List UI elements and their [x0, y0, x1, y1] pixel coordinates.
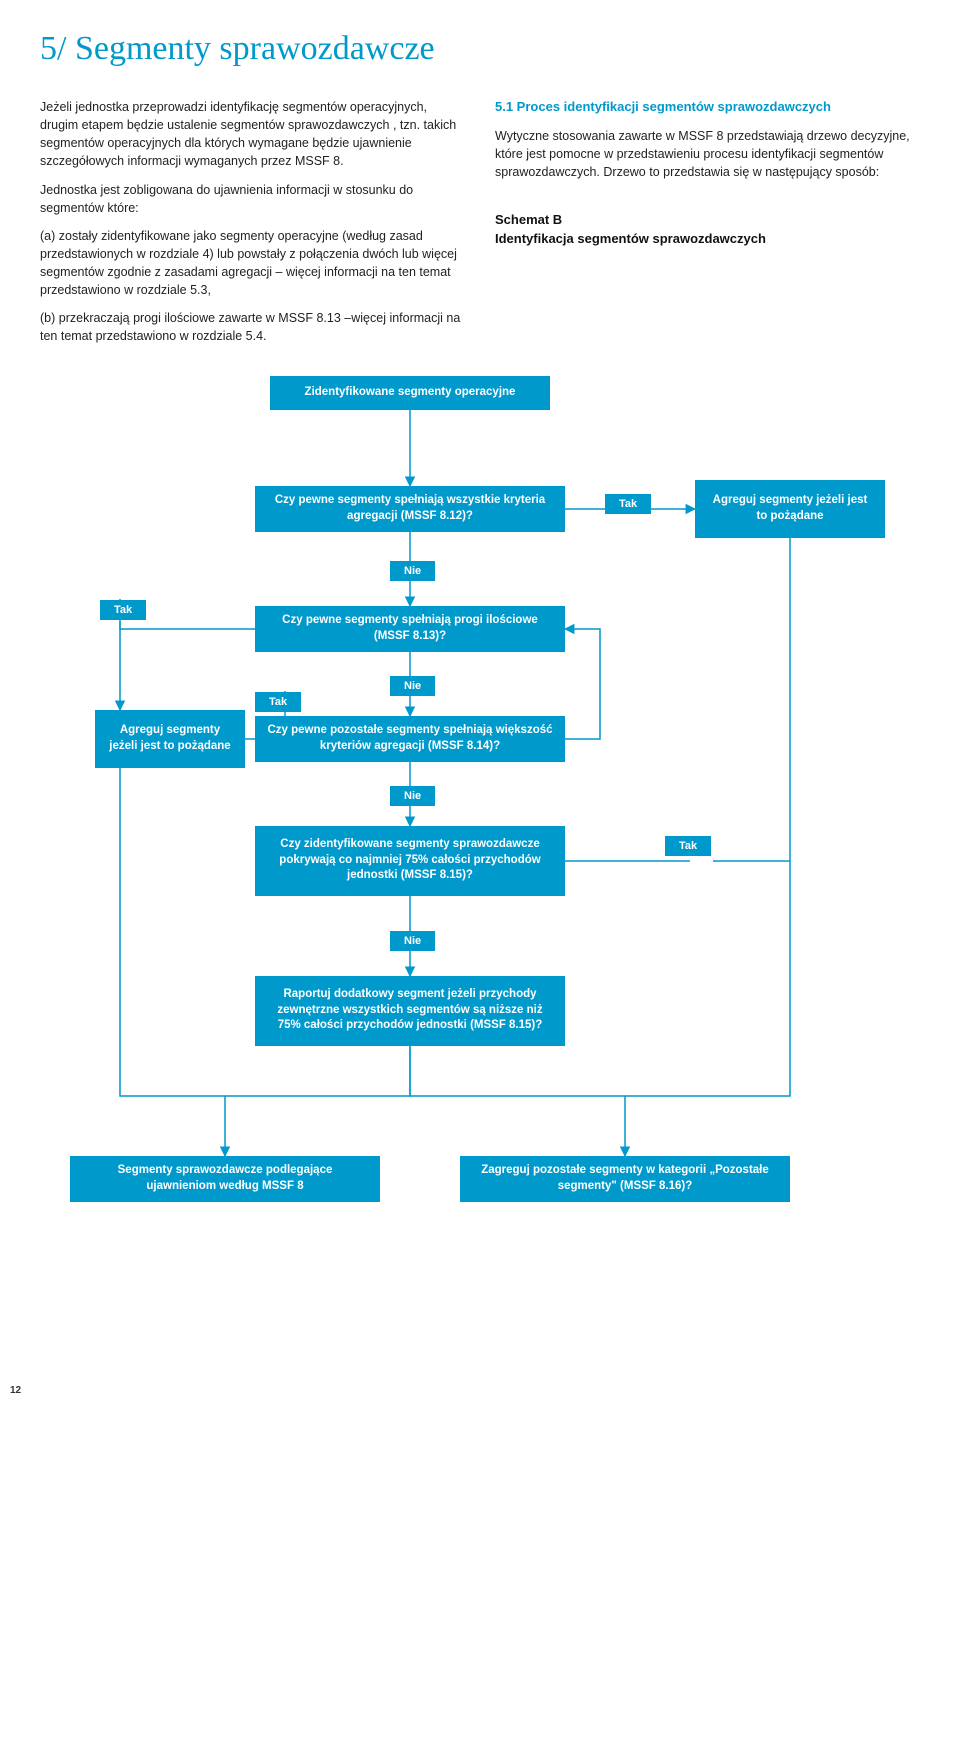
flow-label-l_nie4: Nie [390, 931, 435, 951]
flow-label-l_tak1: Tak [605, 494, 651, 514]
flow-node-n_out_r: Zagreguj pozostałe segmenty w kategorii … [460, 1156, 790, 1202]
flow-node-n_q2: Czy pewne segmenty spełniają progi ilośc… [255, 606, 565, 652]
schemat-title: Identyfikacja segmentów sprawozdawczych [495, 231, 766, 246]
flow-label-l_tak3: Tak [255, 692, 301, 712]
flow-node-n_agg_l: Agreguj segmenty jeżeli jest to pożądane [95, 710, 245, 768]
left-p2: Jednostka jest zobligowana do ujawnienia… [40, 181, 465, 217]
schemat-label: Schemat B Identyfikacja segmentów sprawo… [495, 211, 920, 249]
page-title: 5/ Segmenty sprawozdawcze [40, 30, 920, 68]
flow-node-n_out_l: Segmenty sprawozdawcze podlegające ujawn… [70, 1156, 380, 1202]
left-li-b: (b) przekraczają progi ilościowe zawarte… [40, 309, 465, 345]
flow-node-n_start: Zidentyfikowane segmenty operacyjne [270, 376, 550, 410]
flow-label-l_tak4: Tak [665, 836, 711, 856]
left-p1: Jeżeli jednostka przeprowadzi identyfika… [40, 98, 465, 171]
flow-label-l_nie2: Nie [390, 676, 435, 696]
flowchart: Zidentyfikowane segmenty operacyjne Czy p… [40, 376, 920, 1376]
flow-label-l_nie1: Nie [390, 561, 435, 581]
right-p1: Wytyczne stosowania zawarte w MSSF 8 prz… [495, 127, 920, 181]
flow-node-n_q1: Czy pewne segmenty spełniają wszystkie k… [255, 486, 565, 532]
flow-node-n_q4: Czy zidentyfikowane segmenty sprawozdawc… [255, 826, 565, 896]
subheading: 5.1 Proces identyfikacji segmentów spraw… [495, 98, 920, 117]
intro-columns: Jeżeli jednostka przeprowadzi identyfika… [40, 98, 920, 356]
flow-node-n_q3: Czy pewne pozostałe segmenty spełniają w… [255, 716, 565, 762]
flow-label-l_tak_left: Tak [100, 600, 146, 620]
flow-node-n_agg_r: Agreguj segmenty jeżeli jest to pożądane [695, 480, 885, 538]
page-number: 12 [10, 1385, 21, 1396]
left-li-a: (a) zostały zidentyfikowane jako segment… [40, 227, 465, 300]
schemat-b: Schemat B [495, 212, 562, 227]
flow-label-l_nie3: Nie [390, 786, 435, 806]
left-column: Jeżeli jednostka przeprowadzi identyfika… [40, 98, 465, 356]
right-column: 5.1 Proces identyfikacji segmentów spraw… [495, 98, 920, 356]
flow-node-n_report: Raportuj dodatkowy segment jeżeli przych… [255, 976, 565, 1046]
